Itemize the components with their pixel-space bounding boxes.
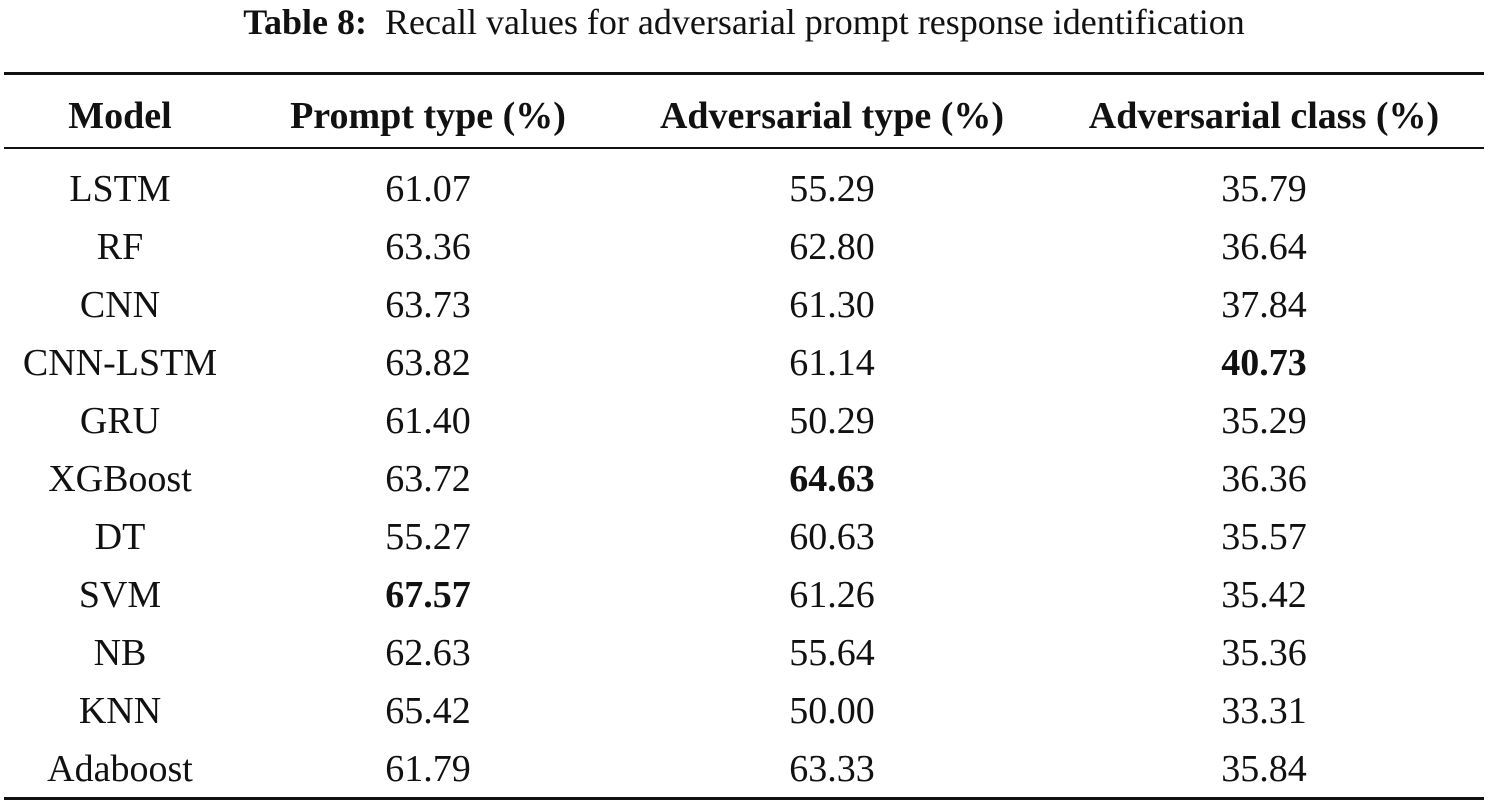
- cell-model: DT: [94, 516, 146, 558]
- cell-adversarial-type: 61.26: [789, 574, 875, 616]
- cell-prompt-type: 63.73: [385, 284, 471, 326]
- cell-model: Adaboost: [47, 748, 193, 790]
- cell-adversarial-type: 61.14: [789, 342, 875, 384]
- cell-prompt-type: 61.07: [385, 168, 471, 210]
- cell-adversarial-type: 63.33: [789, 748, 875, 790]
- cell-prompt-type: 63.36: [385, 226, 471, 268]
- cell-adversarial-class: 36.64: [1221, 226, 1307, 268]
- cell-adversarial-type: 50.00: [789, 690, 875, 732]
- column-header-adversarial-type: Adversarial type (%): [659, 95, 1005, 137]
- cell-adversarial-class: 35.57: [1221, 516, 1307, 558]
- column-header-model: Model: [68, 95, 172, 137]
- table-row: LSTM 61.07 55.29 35.79: [4, 160, 1484, 218]
- cell-prompt-type: 55.27: [385, 516, 471, 558]
- cell-adversarial-type: 55.64: [789, 632, 875, 674]
- table-row: NB 62.63 55.64 35.36: [4, 624, 1484, 682]
- table-header-row: Model Prompt type (%) Adversarial type (…: [4, 80, 1484, 152]
- cell-model: GRU: [79, 400, 161, 442]
- cell-adversarial-class: 33.31: [1221, 690, 1307, 732]
- table-top-rule: [4, 72, 1484, 75]
- recall-table: Model Prompt type (%) Adversarial type (…: [4, 80, 1484, 798]
- cell-adversarial-type-best: 64.63: [789, 458, 875, 500]
- table-row: GRU 61.40 50.29 35.29: [4, 392, 1484, 450]
- table-row: XGBoost 63.72 64.63 36.36: [4, 450, 1484, 508]
- cell-model: KNN: [78, 690, 162, 732]
- cell-prompt-type: 63.72: [385, 458, 471, 500]
- header-spacer: [4, 152, 1484, 160]
- cell-adversarial-type: 60.63: [789, 516, 875, 558]
- cell-prompt-type: 65.42: [385, 690, 471, 732]
- table-row: RF 63.36 62.80 36.64: [4, 218, 1484, 276]
- table-caption: Table 8: Recall values for adversarial p…: [0, 0, 1488, 44]
- table-header-rule: [4, 147, 1484, 149]
- cell-adversarial-class: 35.29: [1221, 400, 1307, 442]
- table-row: CNN 63.73 61.30 37.84: [4, 276, 1484, 334]
- cell-prompt-type: 61.79: [385, 748, 471, 790]
- cell-adversarial-type: 50.29: [789, 400, 875, 442]
- cell-model: NB: [93, 632, 147, 674]
- table-row: CNN-LSTM 63.82 61.14 40.73: [4, 334, 1484, 392]
- cell-prompt-type: 63.82: [385, 342, 471, 384]
- cell-prompt-type: 61.40: [385, 400, 471, 442]
- cell-model: LSTM: [69, 168, 171, 210]
- table-row: SVM 67.57 61.26 35.42: [4, 566, 1484, 624]
- table-row: DT 55.27 60.63 35.57: [4, 508, 1484, 566]
- cell-adversarial-class-best: 40.73: [1221, 342, 1307, 384]
- cell-adversarial-class: 35.79: [1221, 168, 1307, 210]
- table-row: Adaboost 61.79 63.33 35.84: [4, 740, 1484, 798]
- column-header-adversarial-class: Adversarial class (%): [1088, 95, 1440, 137]
- cell-adversarial-type: 62.80: [789, 226, 875, 268]
- table-bottom-rule: [4, 797, 1484, 800]
- table-caption-text: Recall values for adversarial prompt res…: [385, 2, 1245, 42]
- cell-adversarial-class: 35.84: [1221, 748, 1307, 790]
- cell-model: RF: [96, 226, 144, 268]
- table-caption-label: Table 8:: [243, 2, 367, 42]
- cell-model: SVM: [78, 574, 162, 616]
- cell-prompt-type: 62.63: [385, 632, 471, 674]
- cell-prompt-type-best: 67.57: [385, 574, 471, 616]
- table-row: KNN 65.42 50.00 33.31: [4, 682, 1484, 740]
- column-header-prompt-type: Prompt type (%): [290, 95, 566, 137]
- cell-adversarial-class: 36.36: [1221, 458, 1307, 500]
- cell-model: CNN-LSTM: [22, 342, 218, 384]
- cell-adversarial-class: 35.36: [1221, 632, 1307, 674]
- cell-adversarial-type: 55.29: [789, 168, 875, 210]
- cell-adversarial-class: 35.42: [1221, 574, 1307, 616]
- cell-adversarial-type: 61.30: [789, 284, 875, 326]
- cell-adversarial-class: 37.84: [1221, 284, 1307, 326]
- cell-model: XGBoost: [48, 458, 192, 500]
- cell-model: CNN: [79, 284, 161, 326]
